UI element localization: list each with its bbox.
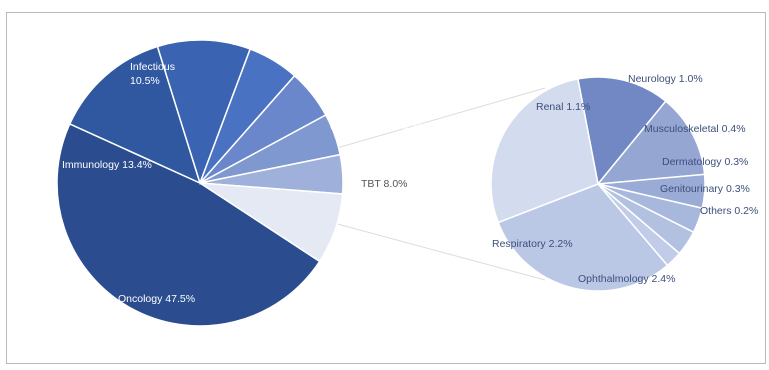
slice-label-oncology: Oncology 47.5%: [118, 293, 195, 305]
slice-label-ophthalmology: Ophthalmology 2.4%: [578, 273, 675, 285]
secondary-pie: Renal 1.1% Neurology 1.0% Musculoskeletal …: [490, 73, 758, 292]
slice-label-neuroscience: Neuroscience 5.6%: [282, 53, 373, 65]
slice-label-infectious: Infectious 10.5%: [130, 61, 175, 87]
slice-label-others: Others 0.2%: [700, 205, 758, 217]
slice-label-metabolic: Metabolic 4.7%: [314, 84, 386, 96]
slice-infectious: [156, 39, 252, 186]
slice-label-immunology: Immunology 13.4%: [62, 159, 152, 171]
chart-frame: [6, 12, 766, 364]
slice-oncology: [56, 122, 321, 327]
connector-bottom: [329, 221, 546, 281]
slice-ophthalmology: [497, 183, 669, 292]
slice-label-hematology: Hematology 5.8%: [232, 36, 315, 48]
slice-neurology: [596, 100, 706, 185]
slice-label-musculoskeletal: Musculoskeletal 0.4%: [644, 123, 746, 135]
connector-lines: [329, 87, 546, 281]
slice-tbt: [199, 182, 344, 263]
slice-respiratory: [490, 78, 599, 224]
slice-label-cardiovascular: Cardiovascular 4.4%: [330, 121, 427, 133]
connector-top: [329, 87, 546, 151]
slice-label-dermatology: Dermatology 0.3%: [662, 156, 748, 168]
slice-renal: [576, 76, 667, 186]
slice-label-respiratory: Respiratory 2.2%: [492, 238, 573, 250]
main-pie: Oncology 47.5% Immunology 13.4% Infectious…: [56, 36, 427, 327]
slice-label-tbt: TBT 8.0%: [361, 178, 408, 190]
slice-label-genitourinary: Genitourinary 0.3%: [660, 183, 750, 195]
slice-label-renal: Renal 1.1%: [536, 101, 590, 113]
slice-label-neurology: Neurology 1.0%: [628, 73, 703, 85]
